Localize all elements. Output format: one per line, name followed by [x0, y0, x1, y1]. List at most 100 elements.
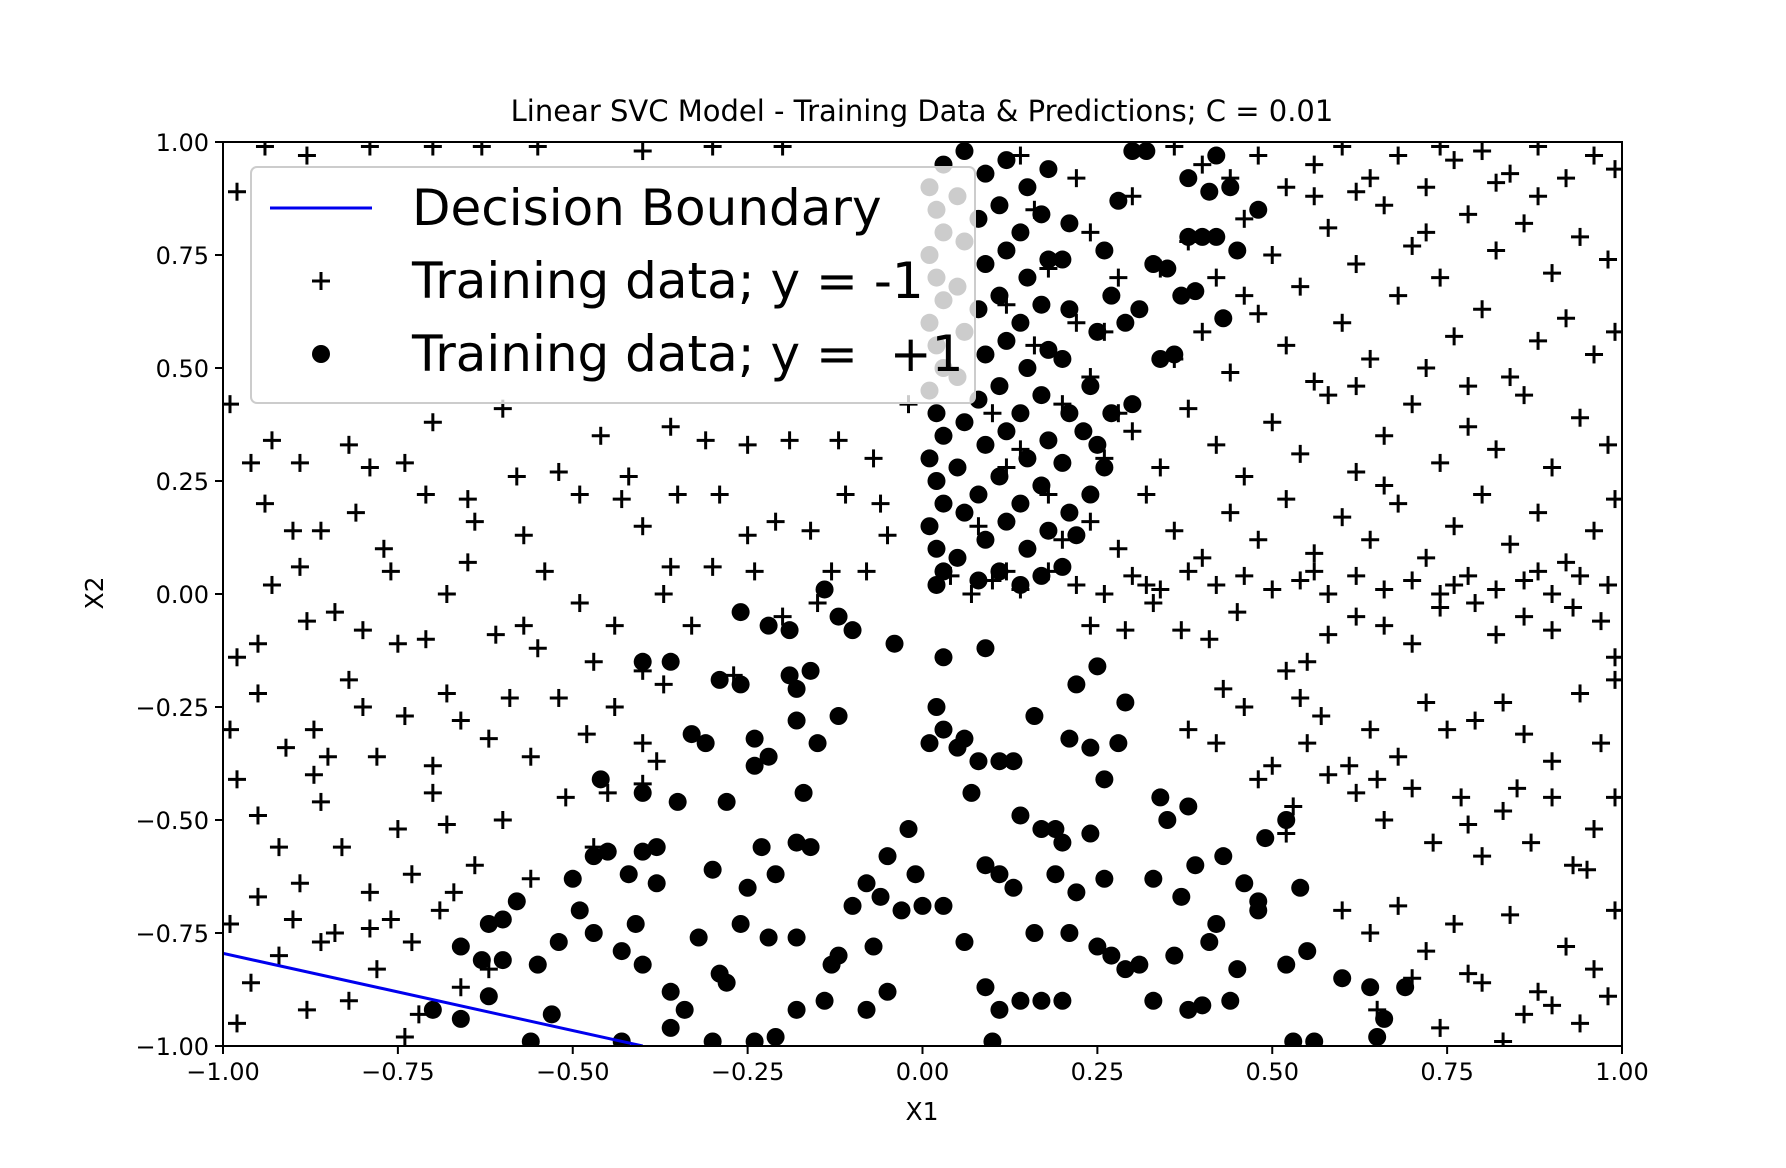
point-minus-89 — [451, 711, 470, 730]
point-minus-135 — [395, 1027, 414, 1046]
point-minus-175 — [1571, 684, 1590, 703]
point-plus-60 — [892, 901, 911, 920]
point-minus-186 — [1424, 833, 1443, 852]
point-plus-162 — [927, 539, 946, 558]
point-minus-180 — [1249, 770, 1268, 789]
point-minus-14 — [339, 435, 358, 454]
point-minus-76 — [857, 562, 876, 581]
point-plus-195 — [976, 345, 995, 364]
point-minus-298 — [1389, 286, 1408, 305]
point-plus-78 — [1067, 883, 1086, 902]
point-plus-260 — [1200, 182, 1219, 201]
point-plus-200 — [990, 562, 1009, 581]
point-minus-37 — [514, 526, 533, 545]
point-plus-246 — [1102, 286, 1121, 305]
point-plus-199 — [976, 164, 995, 183]
point-plus-75 — [1032, 820, 1051, 839]
point-minus-184 — [1375, 811, 1394, 829]
point-minus-187 — [1452, 788, 1471, 807]
point-minus-203 — [1417, 942, 1436, 961]
point-plus-223 — [1039, 431, 1058, 450]
point-minus-331 — [1249, 146, 1268, 165]
point-minus-43 — [766, 512, 785, 531]
point-minus-157 — [1592, 612, 1611, 631]
point-plus-47 — [808, 734, 827, 753]
point-minus-150 — [1403, 634, 1422, 653]
x-tick-label: −0.75 — [361, 1058, 435, 1086]
point-plus-68 — [962, 783, 981, 802]
y-tick-label: 0.25 — [156, 468, 209, 496]
point-minus-142 — [1172, 621, 1191, 640]
point-plus-266 — [1249, 200, 1268, 219]
point-plus-258 — [1186, 282, 1205, 301]
point-plus-40 — [703, 860, 722, 879]
point-plus-225 — [1039, 340, 1058, 359]
point-minus-140 — [1116, 621, 1135, 640]
point-minus-0 — [227, 182, 246, 201]
point-plus-10 — [423, 1000, 442, 1019]
point-plus-229 — [1039, 160, 1058, 179]
point-plus-87 — [710, 670, 729, 689]
point-minus-132 — [248, 887, 267, 906]
point-plus-224 — [1032, 386, 1051, 405]
point-plus-257 — [1179, 227, 1198, 246]
point-plus-36 — [717, 792, 736, 811]
x-axis-label: X1 — [905, 1097, 938, 1126]
point-plus-38 — [745, 756, 764, 775]
point-minus-185 — [1403, 779, 1422, 798]
point-plus-62 — [913, 896, 932, 915]
point-minus-259 — [1333, 508, 1352, 527]
point-minus-207 — [1529, 982, 1548, 1001]
point-plus-59 — [878, 847, 897, 866]
point-plus-264 — [1221, 178, 1240, 197]
point-minus-63 — [535, 562, 554, 581]
point-minus-239 — [1459, 566, 1478, 585]
point-plus-216 — [1011, 313, 1030, 332]
point-plus-52 — [731, 914, 750, 933]
point-plus-122 — [1249, 901, 1268, 920]
point-plus-253 — [1151, 349, 1170, 368]
point-minus-27 — [864, 449, 883, 468]
point-minus-72 — [745, 562, 764, 581]
point-plus-86 — [661, 652, 680, 671]
point-minus-17 — [423, 413, 442, 432]
point-plus-107 — [1151, 788, 1170, 807]
point-minus-33 — [346, 503, 365, 522]
point-minus-227 — [1123, 566, 1142, 585]
point-plus-21 — [584, 924, 603, 942]
point-minus-165 — [1312, 707, 1331, 726]
point-plus-250 — [1130, 300, 1149, 319]
point-minus-160 — [1179, 720, 1198, 739]
point-minus-125 — [339, 991, 358, 1010]
point-minus-166 — [1340, 756, 1359, 775]
point-minus-325 — [1571, 227, 1590, 246]
point-minus-20 — [591, 426, 610, 445]
point-plus-222 — [1032, 476, 1051, 495]
point-plus-79 — [1081, 738, 1100, 757]
point-minus-240 — [1487, 580, 1506, 599]
point-plus-150 — [1130, 955, 1149, 974]
point-minus-138 — [360, 919, 379, 938]
point-minus-275 — [1235, 467, 1254, 486]
point-minus-360 — [983, 404, 1002, 423]
point-plus-34 — [682, 725, 701, 744]
point-plus-262 — [1207, 227, 1226, 246]
point-plus-211 — [1018, 539, 1037, 558]
point-minus-90 — [479, 729, 498, 748]
point-plus-156 — [584, 847, 603, 866]
point-plus-22 — [612, 942, 631, 961]
chart-title: Linear SVC Model - Training Data & Predi… — [511, 94, 1334, 128]
point-minus-51 — [248, 634, 267, 653]
point-minus-110 — [465, 856, 484, 875]
x-tick-label: 0.75 — [1420, 1058, 1473, 1086]
point-minus-127 — [381, 910, 400, 929]
point-minus-209 — [1585, 960, 1604, 979]
point-minus-233 — [1291, 571, 1310, 590]
point-minus-136 — [409, 1005, 428, 1024]
point-plus-100 — [976, 639, 995, 658]
point-minus-241 — [1515, 571, 1534, 590]
point-minus-82 — [276, 738, 295, 757]
point-minus-70 — [703, 557, 722, 576]
point-minus-294 — [1277, 336, 1296, 355]
point-minus-30 — [255, 494, 274, 513]
